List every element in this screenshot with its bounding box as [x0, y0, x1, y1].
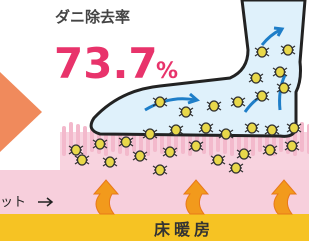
mite-body — [210, 101, 219, 111]
mite-body — [284, 45, 293, 55]
rate-unit: % — [156, 59, 178, 84]
mite-body — [166, 147, 175, 157]
mite-body — [192, 141, 201, 151]
mite-body — [72, 145, 81, 155]
mite-body — [146, 129, 155, 139]
mite-body — [240, 149, 249, 159]
mite-body — [156, 165, 165, 175]
mite-body — [78, 155, 87, 165]
mite-body — [222, 129, 231, 139]
carpet-base — [0, 170, 309, 214]
mite-body — [266, 145, 275, 155]
mite-body — [232, 163, 241, 173]
mite-body — [96, 139, 105, 149]
mite-body — [106, 157, 115, 167]
mite-body — [172, 125, 181, 135]
mite-body — [252, 73, 261, 83]
carpet-label: ット — [0, 195, 26, 210]
mite-body — [156, 97, 165, 107]
floor-heating-label: 床暖房 — [154, 220, 214, 239]
mite-body — [258, 91, 267, 101]
rate: 73.7 — [54, 39, 158, 88]
mite-body — [280, 83, 289, 93]
fiber — [62, 126, 66, 156]
fiber — [83, 126, 87, 156]
fiber — [300, 122, 304, 152]
fiber — [307, 124, 309, 154]
pointer — [0, 72, 42, 152]
mite-body — [122, 137, 131, 147]
mite-body — [234, 97, 243, 107]
title: ダニ除去率 — [55, 8, 130, 26]
mite-body — [288, 141, 297, 151]
mite-body — [202, 123, 211, 133]
mite-body — [268, 125, 277, 135]
mite-body — [182, 107, 191, 117]
mite-body — [290, 123, 299, 133]
mite-body — [214, 155, 223, 165]
mite-body — [258, 47, 267, 57]
mite-body — [276, 67, 285, 77]
illustration: 床暖房 ット ダニ除去率 73.7 % — [0, 0, 309, 241]
mite-body — [248, 123, 257, 133]
mite-body — [136, 151, 145, 161]
